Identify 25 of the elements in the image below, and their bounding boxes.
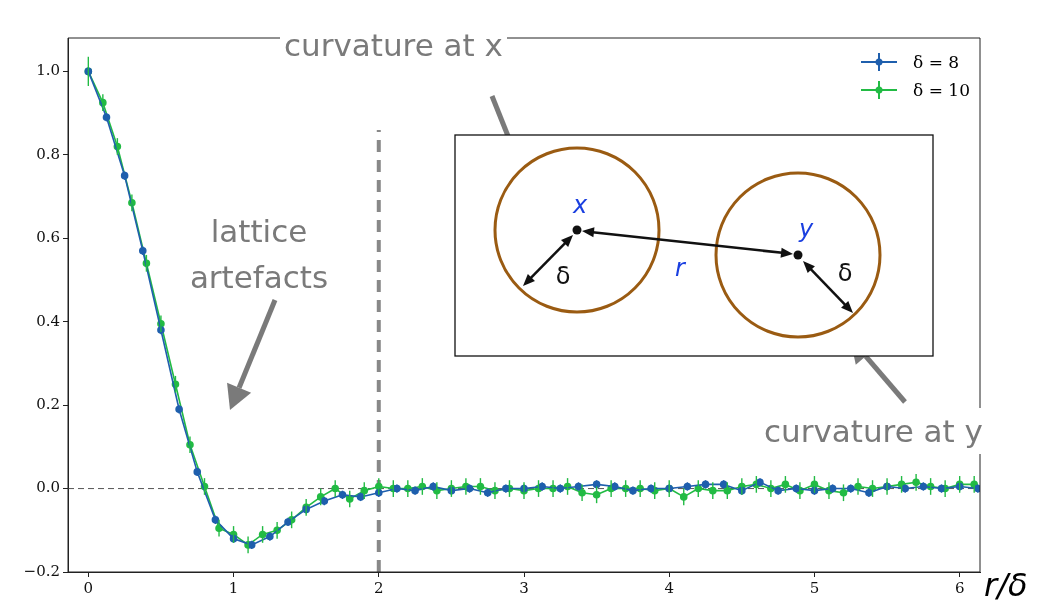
annotation: curvature at x	[280, 22, 507, 68]
y-tick-label: −0.2	[23, 561, 60, 580]
y-tick-label: 0.8	[36, 144, 60, 163]
x-tick-label: 2	[374, 578, 384, 597]
annotation: lattice artefacts	[165, 208, 353, 300]
y-tick-label: 0.0	[36, 478, 60, 497]
annotation: y	[797, 215, 814, 243]
x-tick-label: 4	[664, 578, 674, 597]
x-tick-label: 3	[519, 578, 529, 597]
x-tick-label: 5	[809, 578, 820, 597]
y-tick-label: 0.4	[36, 311, 60, 330]
annotation: r	[675, 254, 688, 282]
y-tick-label: 0.6	[36, 228, 60, 247]
x-axis-title: r/δ	[984, 566, 1028, 604]
annotation: curvature at y	[760, 408, 987, 454]
legend-label: δ = 10	[913, 80, 970, 100]
annotation: δ	[555, 262, 571, 290]
y-tick-label: 0.2	[36, 395, 60, 414]
annotation: δ	[837, 259, 853, 287]
x-tick-label: 1	[228, 578, 239, 597]
legend-label: δ = 8	[913, 52, 960, 72]
x-tick-label: 0	[83, 578, 94, 597]
y-tick-label: 1.0	[36, 61, 60, 80]
x-tick-label: 6	[954, 578, 965, 597]
annotation: x	[571, 191, 588, 219]
